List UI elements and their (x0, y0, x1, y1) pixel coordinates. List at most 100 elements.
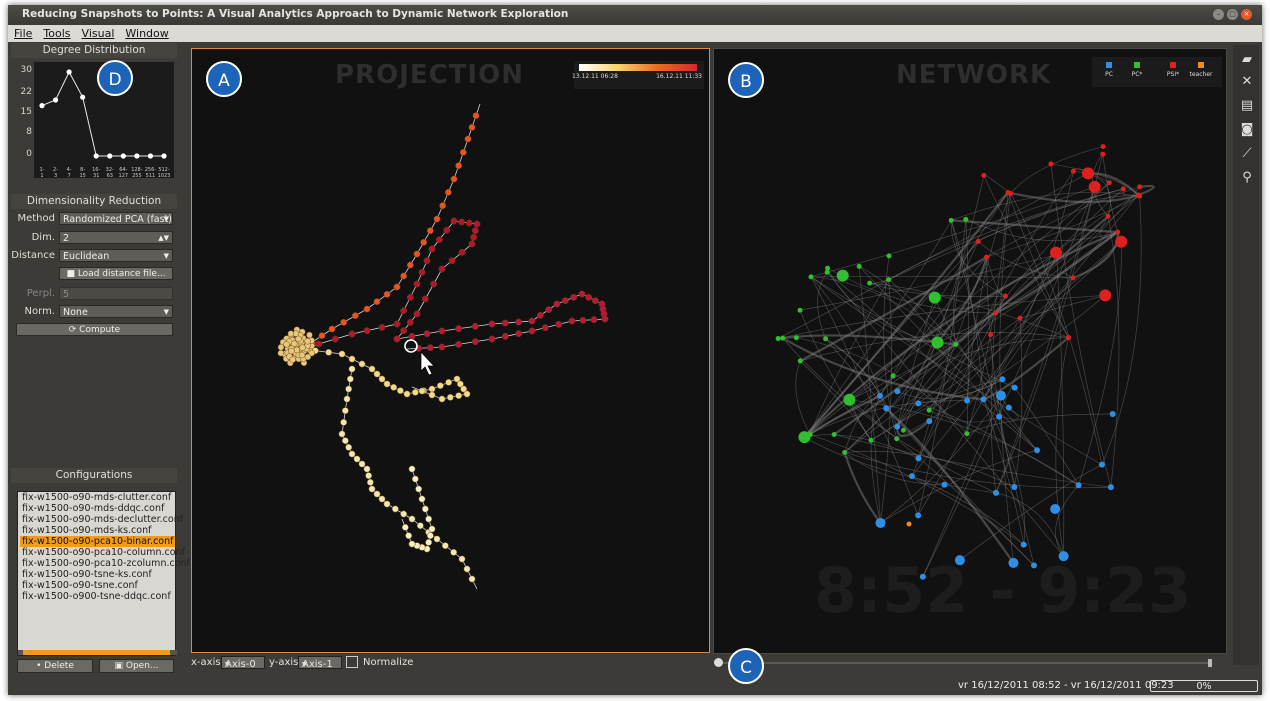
network-node[interactable] (886, 277, 892, 283)
snapshot-point[interactable] (411, 388, 419, 396)
snapshot-point[interactable] (450, 548, 458, 556)
network-node[interactable] (798, 431, 811, 444)
snapshot-point[interactable] (383, 500, 391, 508)
snapshot-point[interactable] (433, 215, 441, 223)
network-node[interactable] (1011, 484, 1018, 491)
snapshot-point[interactable] (439, 202, 447, 210)
network-node[interactable] (1100, 144, 1106, 150)
snapshot-point[interactable] (418, 387, 426, 395)
normalize-checkbox[interactable] (346, 656, 358, 668)
snapshot-point[interactable] (298, 351, 306, 359)
snapshot-point[interactable] (428, 385, 436, 393)
snapshot-point[interactable] (446, 393, 454, 401)
network-node[interactable] (919, 573, 926, 580)
snapshot-point[interactable] (438, 327, 446, 335)
snapshot-point[interactable] (515, 318, 523, 326)
snapshot-point[interactable] (400, 272, 408, 280)
network-node[interactable] (964, 431, 970, 437)
snapshot-point[interactable] (378, 375, 386, 383)
snapshot-point[interactable] (299, 344, 306, 351)
network-node[interactable] (1105, 213, 1111, 219)
network-node[interactable] (876, 392, 883, 399)
snapshot-point[interactable] (401, 523, 409, 531)
network-node[interactable] (981, 172, 987, 178)
network-node[interactable] (797, 358, 803, 364)
snapshot-point[interactable] (501, 332, 509, 340)
snapshot-point[interactable] (450, 175, 458, 183)
snapshot-point[interactable] (441, 542, 449, 550)
network-node[interactable] (842, 449, 848, 455)
snapshot-point[interactable] (473, 220, 481, 228)
snapshot-point[interactable] (570, 293, 578, 301)
network-node[interactable] (780, 335, 786, 341)
snapshot-point[interactable] (464, 135, 472, 143)
snapshot-point[interactable] (458, 555, 466, 563)
menu-tools[interactable]: Tools (43, 27, 71, 40)
menu-window[interactable]: Window (125, 27, 169, 40)
network-node[interactable] (1017, 315, 1023, 321)
network-node[interactable] (1107, 484, 1114, 491)
delete-button[interactable]: • Delete (17, 659, 93, 673)
snapshot-point[interactable] (373, 298, 381, 306)
close-icon[interactable]: × (1241, 9, 1252, 20)
snapshot-point[interactable] (445, 378, 453, 386)
snapshot-point[interactable] (501, 319, 509, 327)
snapshot-point[interactable] (393, 320, 401, 328)
slider-handle-start[interactable] (714, 658, 723, 667)
snapshot-point[interactable] (426, 532, 434, 540)
network-node[interactable] (1002, 293, 1008, 299)
network-node[interactable] (867, 280, 873, 286)
snapshot-point[interactable] (408, 540, 416, 548)
network-node[interactable] (1005, 404, 1012, 411)
method-select[interactable]: Randomized PCA (fast) ▼ (59, 212, 173, 225)
snapshot-point[interactable] (358, 460, 366, 468)
network-node[interactable] (1100, 151, 1106, 157)
snapshot-point[interactable] (568, 317, 576, 325)
snapshot-point[interactable] (406, 293, 414, 301)
snapshot-point[interactable] (348, 355, 356, 363)
network-node[interactable] (894, 423, 901, 430)
snapshot-point[interactable] (459, 148, 467, 156)
snapshot-point[interactable] (408, 332, 416, 340)
snapshot-point[interactable] (393, 283, 401, 291)
network-node[interactable] (1008, 190, 1014, 196)
snapshot-point[interactable] (393, 335, 401, 343)
network-node[interactable] (824, 269, 830, 275)
network-node[interactable] (1050, 503, 1061, 514)
network-node[interactable] (964, 397, 971, 404)
network-node[interactable] (995, 390, 1006, 401)
config-list-item[interactable]: fix-w1500-o90-mds-ks.conf (22, 525, 152, 536)
snapshot-point[interactable] (413, 310, 421, 318)
snapshot-point[interactable] (428, 525, 436, 533)
snapshot-point[interactable] (289, 356, 297, 363)
network-node[interactable] (988, 332, 994, 338)
snapshot-point[interactable] (561, 297, 569, 305)
network-node[interactable] (1066, 335, 1072, 341)
network-node[interactable] (823, 336, 829, 342)
network-node[interactable] (875, 517, 886, 528)
network-graph[interactable] (714, 49, 1226, 653)
network-node[interactable] (894, 436, 900, 442)
snapshot-point[interactable] (601, 315, 609, 323)
snapshot-point[interactable] (373, 490, 381, 498)
network-node[interactable] (953, 341, 959, 347)
snapshot-point[interactable] (444, 188, 452, 196)
network-node[interactable] (1048, 161, 1054, 167)
network-node[interactable] (836, 269, 849, 282)
snapshot-point[interactable] (368, 485, 376, 493)
snapshot-point[interactable] (378, 495, 386, 503)
snapshot-point[interactable] (400, 307, 408, 315)
network-node[interactable] (1106, 180, 1112, 186)
snapshot-point[interactable] (343, 395, 351, 403)
snapshot-point[interactable] (555, 320, 563, 328)
menu-file[interactable]: File (14, 27, 33, 40)
magic-wand-icon[interactable]: ⟋ (1242, 146, 1252, 161)
snapshot-point[interactable] (471, 227, 479, 235)
network-node[interactable] (941, 481, 948, 488)
snapshot-point[interactable] (304, 337, 311, 345)
snapshot-point[interactable] (455, 162, 463, 170)
network-node[interactable] (954, 555, 965, 566)
network-node[interactable] (1137, 184, 1143, 190)
network-node[interactable] (996, 413, 1003, 420)
minimize-icon[interactable]: – (1213, 9, 1224, 20)
